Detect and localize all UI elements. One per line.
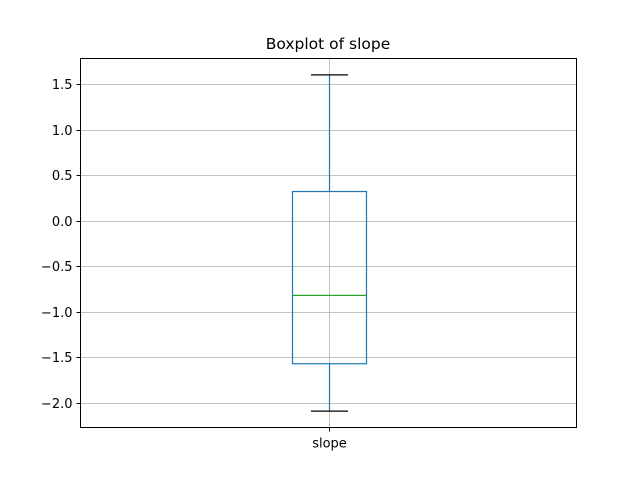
y-tick-label: 0.0 [52, 215, 73, 230]
y-tick-label: 1.0 [52, 124, 73, 139]
x-tick-label: slope [312, 437, 347, 452]
x-axis: slope [312, 427, 347, 452]
y-tick-label: −2.0 [41, 397, 73, 412]
box-plot [291, 74, 368, 412]
y-tick-label: 0.5 [52, 169, 73, 184]
iqr-box [291, 190, 368, 365]
plot-area-frame [80, 58, 577, 428]
y-tick-label: −1.0 [41, 306, 73, 321]
y-tick-label: −1.5 [41, 351, 73, 366]
y-tick-label: −0.5 [41, 260, 73, 275]
grid-lines [80, 58, 577, 428]
y-axis: 1.5 1.0 0.5 0.0 −0.5 −1.0 −1.5 −2.0 [41, 78, 81, 412]
y-tick-label: 1.5 [52, 78, 73, 93]
chart-title: Boxplot of slope [266, 35, 391, 53]
